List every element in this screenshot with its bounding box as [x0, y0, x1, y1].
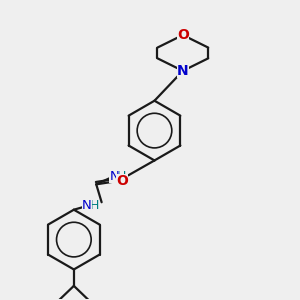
Text: H: H [90, 199, 99, 212]
Text: O: O [116, 174, 128, 188]
Text: H: H [117, 170, 126, 183]
Text: N: N [177, 64, 189, 78]
Text: O: O [177, 28, 189, 42]
Text: N: N [82, 199, 92, 212]
Text: N: N [109, 170, 119, 183]
